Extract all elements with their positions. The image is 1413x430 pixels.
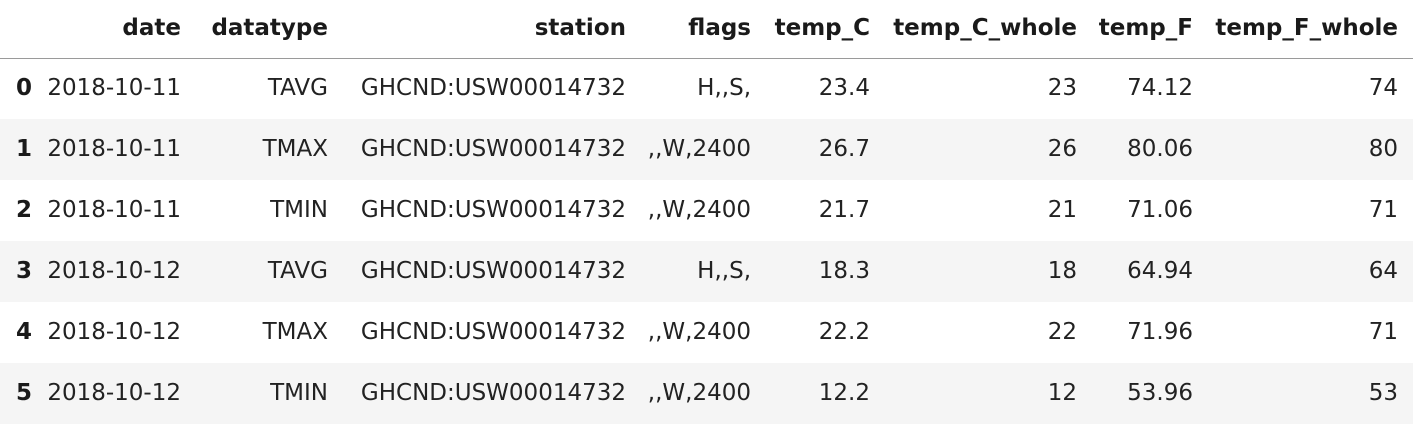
table-row: 2 2018-10-11 TMIN GHCND:USW00014732 ,,W,… [0,180,1413,241]
cell-temp-c: 21.7 [818,197,870,223]
cell-datatype: TMIN [270,380,328,406]
table-row: 5 2018-10-12 TMIN GHCND:USW00014732 ,,W,… [0,363,1413,424]
cell-date: 2018-10-11 [47,197,181,223]
table-row: 1 2018-10-11 TMAX GHCND:USW00014732 ,,W,… [0,119,1413,180]
cell-flags: ,,W,2400 [647,197,751,223]
column-header-temp-c: temp_C [774,15,870,42]
cell-temp-c-whole: 22 [1047,319,1077,345]
cell-temp-f-whole: 80 [1368,136,1398,162]
cell-temp-c: 18.3 [818,258,870,284]
cell-temp-f: 71.06 [1127,197,1193,223]
cell-temp-f-whole: 64 [1368,258,1398,284]
row-index: 5 [15,380,32,406]
header-row: date datatype station flags temp_C temp_… [0,0,1413,58]
row-index: 0 [15,75,32,102]
cell-temp-f: 80.06 [1127,136,1193,162]
cell-datatype: TMIN [270,197,328,223]
cell-flags: ,,W,2400 [647,380,751,406]
table-row: 3 2018-10-12 TAVG GHCND:USW00014732 H,,S… [0,241,1413,302]
cell-temp-c-whole: 26 [1047,136,1077,162]
cell-temp-c-whole: 12 [1047,380,1077,406]
cell-station: GHCND:USW00014732 [360,75,626,102]
column-header-flags: flags [688,15,751,42]
cell-temp-c: 23.4 [818,75,870,102]
column-header-datatype: datatype [211,15,328,42]
table-row: 0 2018-10-11 TAVG GHCND:USW00014732 H,,S… [0,58,1413,119]
cell-flags: H,,S, [697,258,751,284]
cell-date: 2018-10-11 [47,75,181,102]
cell-temp-f-whole: 53 [1368,380,1398,406]
cell-temp-f: 64.94 [1127,258,1193,284]
cell-datatype: TAVG [267,75,328,102]
column-header-temp-f: temp_F [1098,15,1193,42]
cell-temp-c-whole: 21 [1047,197,1077,223]
cell-temp-f-whole: 74 [1368,75,1398,102]
cell-station: GHCND:USW00014732 [360,319,626,345]
cell-station: GHCND:USW00014732 [360,136,626,162]
cell-temp-f: 53.96 [1127,380,1193,406]
table-header: date datatype station flags temp_C temp_… [0,0,1413,58]
row-index: 3 [15,258,32,284]
column-header-index [0,0,44,58]
cell-flags: ,,W,2400 [647,136,751,162]
cell-station: GHCND:USW00014732 [360,380,626,406]
column-header-temp-f-whole: temp_F_whole [1215,15,1398,42]
cell-temp-c: 26.7 [818,136,870,162]
cell-temp-c-whole: 23 [1047,75,1077,102]
row-index: 1 [15,136,32,162]
table-row: 4 2018-10-12 TMAX GHCND:USW00014732 ,,W,… [0,302,1413,363]
column-header-date: date [122,15,181,42]
cell-temp-f-whole: 71 [1368,197,1398,223]
cell-datatype: TAVG [267,258,328,284]
cell-datatype: TMAX [262,319,328,345]
cell-flags: H,,S, [697,75,751,102]
cell-date: 2018-10-11 [47,136,181,162]
cell-station: GHCND:USW00014732 [360,258,626,284]
cell-temp-f-whole: 71 [1368,319,1398,345]
cell-flags: ,,W,2400 [647,319,751,345]
cell-date: 2018-10-12 [47,258,181,284]
cell-temp-c: 12.2 [818,380,870,406]
cell-datatype: TMAX [262,136,328,162]
column-header-station: station [534,15,626,42]
row-index: 4 [15,319,32,345]
cell-temp-f: 74.12 [1127,75,1193,102]
row-index: 2 [15,197,32,223]
cell-date: 2018-10-12 [47,380,181,406]
cell-temp-f: 71.96 [1127,319,1193,345]
column-header-temp-c-whole: temp_C_whole [893,15,1077,42]
cell-station: GHCND:USW00014732 [360,197,626,223]
table-body: 0 2018-10-11 TAVG GHCND:USW00014732 H,,S… [0,58,1413,424]
cell-temp-c-whole: 18 [1047,258,1077,284]
cell-date: 2018-10-12 [47,319,181,345]
cell-temp-c: 22.2 [818,319,870,345]
